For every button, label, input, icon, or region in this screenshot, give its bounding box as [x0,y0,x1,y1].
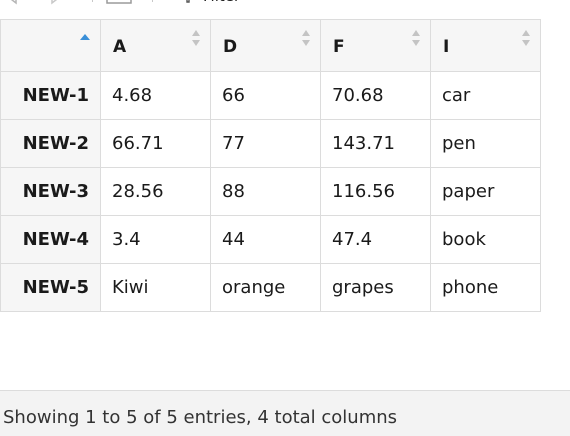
toolbar-divider [152,0,153,2]
sort-icon[interactable] [411,29,421,47]
column-header-label: I [443,37,450,57]
table-cell: 116.56 [320,167,431,216]
popout-icon [106,0,132,4]
column-header-D[interactable]: D [210,19,321,72]
arrow-left-icon [10,0,17,5]
sort-icon[interactable] [191,29,201,47]
row-name-cell: NEW-2 [0,119,101,168]
column-header-F[interactable]: F [320,19,431,72]
popout-button[interactable] [102,0,136,6]
row-name-cell: NEW-1 [0,71,101,120]
table-cell: 47.4 [320,215,431,264]
table-row: NEW-4 3.4 44 47.4 book [0,215,541,264]
table-cell: 66 [210,71,321,120]
row-name-cell: NEW-5 [0,263,101,312]
column-header-label: F [333,37,345,57]
toolbar-divider [92,0,93,2]
table-cell: Kiwi [100,263,211,312]
table-row: NEW-2 66.71 77 143.71 pen [0,119,541,168]
table-header-row: A D F [0,19,541,72]
arrow-right-icon [51,0,58,5]
table-cell: paper [430,167,541,216]
table-cell: orange [210,263,321,312]
sort-ascending-icon[interactable] [79,33,91,41]
table-row: NEW-5 Kiwi orange grapes phone [0,263,541,312]
viewer-toolbar: Filter [0,0,570,8]
table-cell: car [430,71,541,120]
table-cell: 44 [210,215,321,264]
sort-icon[interactable] [301,29,311,47]
row-name-cell: NEW-4 [0,215,101,264]
column-header-A[interactable]: A [100,19,211,72]
column-header-rownames[interactable] [0,19,101,72]
table-cell: 28.56 [100,167,211,216]
table-cell: grapes [320,263,431,312]
column-header-label: A [113,37,127,57]
status-bar: Showing 1 to 5 of 5 entries, 4 total col… [0,390,570,436]
sort-icon[interactable] [521,29,531,47]
back-button[interactable] [4,0,32,6]
table-cell: phone [430,263,541,312]
filter-icon [186,0,190,3]
table-cell: 88 [210,167,321,216]
entries-summary: Showing 1 to 5 of 5 entries, 4 total col… [3,407,398,428]
data-table: A D F [0,19,541,312]
table-cell: book [430,215,541,264]
column-header-label: D [223,37,238,57]
table-cell: 3.4 [100,215,211,264]
table-cell: pen [430,119,541,168]
forward-button[interactable] [36,0,64,6]
table-row: NEW-3 28.56 88 116.56 paper [0,167,541,216]
table-cell: 143.71 [320,119,431,168]
table-cell: 66.71 [100,119,211,168]
table-row: NEW-1 4.68 66 70.68 car [0,71,541,120]
table-cell: 4.68 [100,71,211,120]
table-cell: 70.68 [320,71,431,120]
table-cell: 77 [210,119,321,168]
filter-button[interactable] [176,0,200,6]
column-header-I[interactable]: I [430,19,541,72]
filter-label[interactable]: Filter [203,0,240,6]
row-name-cell: NEW-3 [0,167,101,216]
